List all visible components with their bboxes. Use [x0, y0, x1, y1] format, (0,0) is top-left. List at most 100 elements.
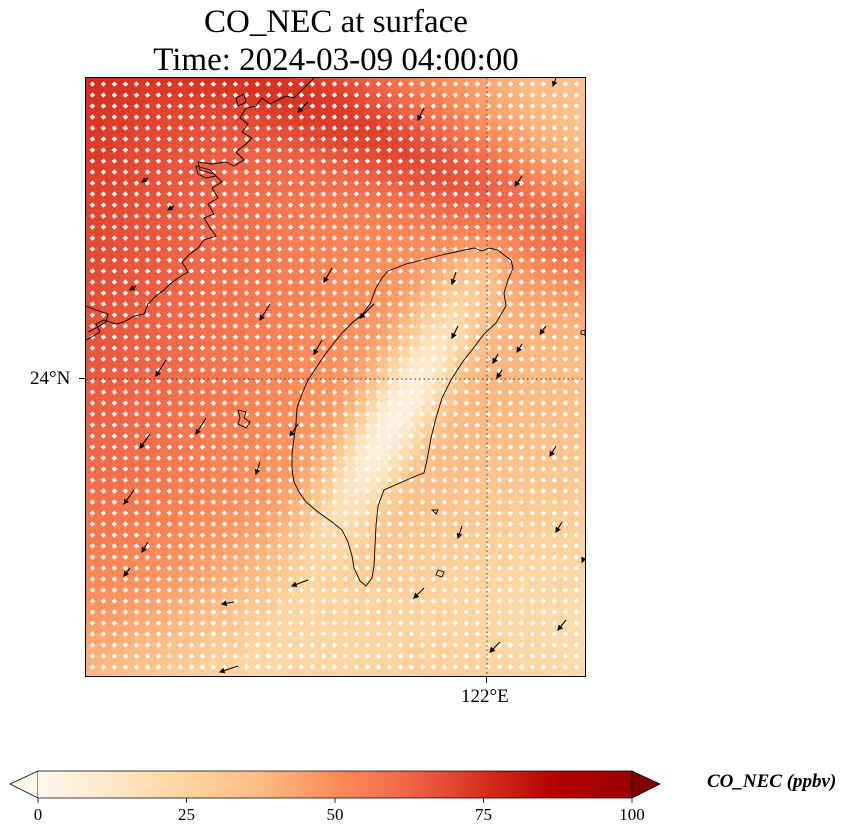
field-cell	[177, 367, 195, 384]
field-cell	[540, 510, 558, 527]
field-cell	[529, 510, 547, 527]
field-cell	[232, 103, 250, 120]
field-cell	[188, 92, 206, 109]
field-cell	[177, 587, 195, 604]
field-cell	[276, 202, 294, 219]
field-cell	[232, 422, 250, 439]
field-cell	[320, 345, 338, 362]
field-cell	[177, 92, 195, 109]
field-cell	[397, 312, 415, 329]
field-cell	[232, 477, 250, 494]
field-cell	[540, 279, 558, 296]
field-cell	[111, 290, 129, 307]
field-cell	[298, 543, 316, 560]
field-cell	[452, 631, 470, 648]
field-cell	[353, 356, 371, 373]
field-cell	[111, 158, 129, 175]
field-cell	[320, 136, 338, 153]
field-cell	[419, 191, 437, 208]
field-cell	[177, 642, 195, 659]
field-cell	[155, 411, 173, 428]
field-cell	[287, 81, 305, 98]
field-cell	[397, 268, 415, 285]
field-cell	[452, 224, 470, 241]
field-cell	[474, 499, 492, 516]
field-cell	[166, 565, 184, 582]
field-cell	[188, 290, 206, 307]
field-cell	[166, 411, 184, 428]
field-cell	[287, 246, 305, 263]
field-cell	[133, 345, 151, 362]
field-cell	[386, 81, 404, 98]
field-cell	[496, 345, 514, 362]
field-cell	[496, 620, 514, 637]
field-cell	[496, 78, 514, 87]
field-cell	[518, 290, 536, 307]
field-cell	[221, 202, 239, 219]
field-cell	[177, 609, 195, 626]
field-cell	[342, 268, 360, 285]
field-cell	[386, 510, 404, 527]
field-cell	[243, 653, 261, 670]
field-cell	[287, 609, 305, 626]
field-cell	[353, 609, 371, 626]
field-cell	[243, 334, 261, 351]
field-cell	[298, 202, 316, 219]
field-cell	[452, 279, 470, 296]
field-cell	[485, 532, 503, 549]
field-cell	[430, 499, 448, 516]
field-cell	[331, 224, 349, 241]
field-cell	[111, 78, 129, 87]
field-cell	[122, 400, 140, 417]
field-cell	[540, 356, 558, 373]
map-panel	[85, 77, 586, 677]
field-cell	[122, 158, 140, 175]
field-cell	[364, 609, 382, 626]
field-cell	[111, 81, 129, 98]
field-cell	[551, 147, 569, 164]
field-cell	[551, 158, 569, 175]
field-cell	[254, 125, 272, 142]
field-cell	[397, 477, 415, 494]
field-cell	[540, 532, 558, 549]
field-cell	[122, 433, 140, 450]
field-cell	[155, 367, 173, 384]
field-cell	[474, 653, 492, 670]
field-cell	[276, 301, 294, 318]
field-cell	[133, 290, 151, 307]
field-cell	[144, 433, 162, 450]
field-cell	[188, 389, 206, 406]
field-cell	[232, 598, 250, 615]
field-cell	[452, 499, 470, 516]
field-cell	[452, 620, 470, 637]
field-cell	[452, 510, 470, 527]
field-cell	[430, 180, 448, 197]
field-cell	[254, 213, 272, 230]
field-cell	[452, 653, 470, 670]
field-cell	[254, 81, 272, 98]
field-cell	[507, 609, 525, 626]
field-cell	[287, 169, 305, 186]
field-cell	[529, 631, 547, 648]
field-cell	[562, 92, 580, 109]
field-cell	[375, 576, 393, 593]
field-cell	[86, 213, 96, 230]
field-cell	[518, 301, 536, 318]
field-cell	[133, 268, 151, 285]
field-cell	[529, 466, 547, 483]
wind-arrow	[492, 353, 499, 365]
field-cell	[397, 257, 415, 274]
colorbar-tick-100: 100	[619, 805, 645, 824]
field-cell	[463, 598, 481, 615]
field-cell	[243, 598, 261, 615]
field-cell	[100, 499, 118, 516]
island-small-1	[430, 509, 439, 515]
field-cell	[155, 642, 173, 659]
field-cell	[221, 554, 239, 571]
field-cell	[375, 466, 393, 483]
field-cell	[254, 389, 272, 406]
field-cell	[320, 158, 338, 175]
field-cell	[518, 532, 536, 549]
field-cell	[430, 103, 448, 120]
field-cell	[430, 455, 448, 472]
